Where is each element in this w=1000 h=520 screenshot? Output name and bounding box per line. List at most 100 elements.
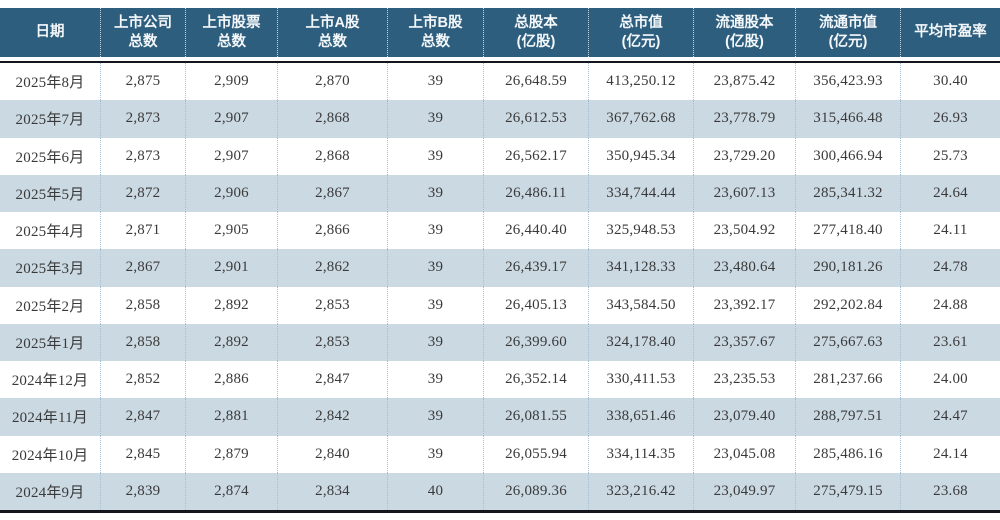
value-cell: 26,648.59 — [483, 63, 588, 101]
date-cell: 2024年9月 — [15, 484, 85, 501]
value-cell: 285,486.16 — [795, 435, 900, 473]
value-cell: 2,907 — [185, 137, 277, 175]
value-cell: 315,466.48 — [795, 100, 900, 138]
table-row: 2025年3月 2,867 2,901 2,862 39 26,439.17 341,128… — [0, 249, 1000, 287]
value-cell: 23,235.53 — [693, 361, 795, 399]
value-cell: 2,886 — [185, 361, 277, 399]
value-cell: 23,049.97 — [693, 472, 795, 510]
value-cell: 30.40 — [900, 63, 1000, 101]
value-cell: 39 — [387, 100, 483, 138]
value-cell: 23,729.20 — [693, 137, 795, 175]
value-cell: 2,839 — [100, 472, 185, 510]
value-cell: 2,901 — [185, 249, 277, 287]
value-cell: 275,667.63 — [795, 323, 900, 361]
value-cell: 39 — [387, 398, 483, 436]
value-cell: 2,867 — [277, 174, 387, 212]
value-cell: 26,089.36 — [483, 472, 588, 510]
value-cell: 300,466.94 — [795, 137, 900, 175]
value-cell: 2,868 — [277, 137, 387, 175]
value-cell: 356,423.93 — [795, 63, 900, 101]
value-cell: 2,875 — [100, 63, 185, 101]
value-cell: 2,879 — [185, 435, 277, 473]
value-cell: 323,216.42 — [588, 472, 693, 510]
value-cell: 24.14 — [900, 435, 1000, 473]
column-header-2: 上市股票 总数 — [185, 8, 277, 57]
table-row: 2025年7月 2,873 2,907 2,868 39 26,612.53 367,762… — [0, 100, 1000, 138]
value-cell: 39 — [387, 137, 483, 175]
value-cell: 24.88 — [900, 286, 1000, 324]
table-row: 2024年12月 2,852 2,886 2,847 39 26,352.14 330,41… — [0, 361, 1000, 399]
date-cell: 2025年6月 — [15, 149, 85, 166]
date-cell: 2025年4月 — [15, 224, 85, 241]
date-cell: 2024年11月 — [11, 410, 89, 427]
value-cell: 23.61 — [900, 323, 1000, 361]
table-row: 2025年8月 2,875 2,909 2,870 39 26,648.59 413,250… — [0, 63, 1000, 101]
value-cell: 39 — [387, 435, 483, 473]
value-cell: 2,847 — [277, 361, 387, 399]
value-cell: 23,504.92 — [693, 212, 795, 250]
value-cell: 350,945.34 — [588, 137, 693, 175]
value-cell: 2,858 — [100, 323, 185, 361]
table-row: 2025年6月 2,873 2,907 2,868 39 26,562.17 350,945… — [0, 137, 1000, 175]
value-cell: 367,762.68 — [588, 100, 693, 138]
date-cell: 2025年3月 — [15, 261, 85, 278]
value-cell: 26,399.60 — [483, 323, 588, 361]
value-cell: 24.78 — [900, 249, 1000, 287]
value-cell: 325,948.53 — [588, 212, 693, 250]
value-cell: 23,392.17 — [693, 286, 795, 324]
table-body: 2025年8月 2,875 2,909 2,870 39 26,648.59 413,250… — [0, 63, 1000, 513]
value-cell: 2,834 — [277, 472, 387, 510]
value-cell: 39 — [387, 212, 483, 250]
value-cell: 2,853 — [277, 286, 387, 324]
column-header-0: 日期 — [35, 24, 65, 41]
value-cell: 26.93 — [900, 100, 1000, 138]
value-cell: 23,480.64 — [693, 249, 795, 287]
date-cell: 2025年1月 — [15, 335, 85, 352]
date-cell: 2024年12月 — [11, 373, 89, 390]
value-cell: 334,114.35 — [588, 435, 693, 473]
value-cell: 2,853 — [277, 323, 387, 361]
value-cell: 23,875.42 — [693, 63, 795, 101]
table-header-row: 日期 上市公司 总数 上市股票 总数 上市A股 总数 上市B股 总数 总股本 (亿股) 总市… — [0, 8, 1000, 57]
date-cell: 2025年2月 — [15, 298, 85, 315]
value-cell: 290,181.26 — [795, 249, 900, 287]
column-header-6: 总市值 (亿元) — [588, 8, 693, 57]
value-cell: 2,905 — [185, 212, 277, 250]
value-cell: 2,906 — [185, 174, 277, 212]
value-cell: 2,892 — [185, 286, 277, 324]
value-cell: 25.73 — [900, 137, 1000, 175]
column-header-1: 上市公司 总数 — [100, 8, 185, 57]
value-cell: 2,862 — [277, 249, 387, 287]
value-cell: 2,847 — [100, 398, 185, 436]
value-cell: 292,202.84 — [795, 286, 900, 324]
value-cell: 324,178.40 — [588, 323, 693, 361]
value-cell: 2,870 — [277, 63, 387, 101]
value-cell: 40 — [387, 472, 483, 510]
value-cell: 2,892 — [185, 323, 277, 361]
value-cell: 330,411.53 — [588, 361, 693, 399]
value-cell: 2,866 — [277, 212, 387, 250]
value-cell: 341,128.33 — [588, 249, 693, 287]
value-cell: 39 — [387, 63, 483, 101]
value-cell: 338,651.46 — [588, 398, 693, 436]
date-cell: 2025年5月 — [15, 186, 85, 203]
column-header-5: 总股本 (亿股) — [483, 8, 588, 57]
date-cell: 2025年8月 — [15, 75, 85, 92]
value-cell: 26,405.13 — [483, 286, 588, 324]
value-cell: 2,873 — [100, 100, 185, 138]
column-header-4: 上市B股 总数 — [387, 8, 483, 57]
value-cell: 2,868 — [277, 100, 387, 138]
value-cell: 26,055.94 — [483, 435, 588, 473]
value-cell: 26,440.40 — [483, 212, 588, 250]
value-cell: 24.64 — [900, 174, 1000, 212]
value-cell: 39 — [387, 323, 483, 361]
value-cell: 23,778.79 — [693, 100, 795, 138]
date-cell: 2025年7月 — [15, 112, 85, 129]
table-row: 2025年5月 2,872 2,906 2,867 39 26,486.11 334,744… — [0, 174, 1000, 212]
column-header-9: 平均市盈率 — [900, 8, 1000, 57]
value-cell: 2,852 — [100, 361, 185, 399]
value-cell: 2,874 — [185, 472, 277, 510]
table-row: 2024年11月 2,847 2,881 2,842 39 26,081.55 338,65… — [0, 398, 1000, 436]
table-row: 2025年1月 2,858 2,892 2,853 39 26,399.60 324,178… — [0, 323, 1000, 361]
